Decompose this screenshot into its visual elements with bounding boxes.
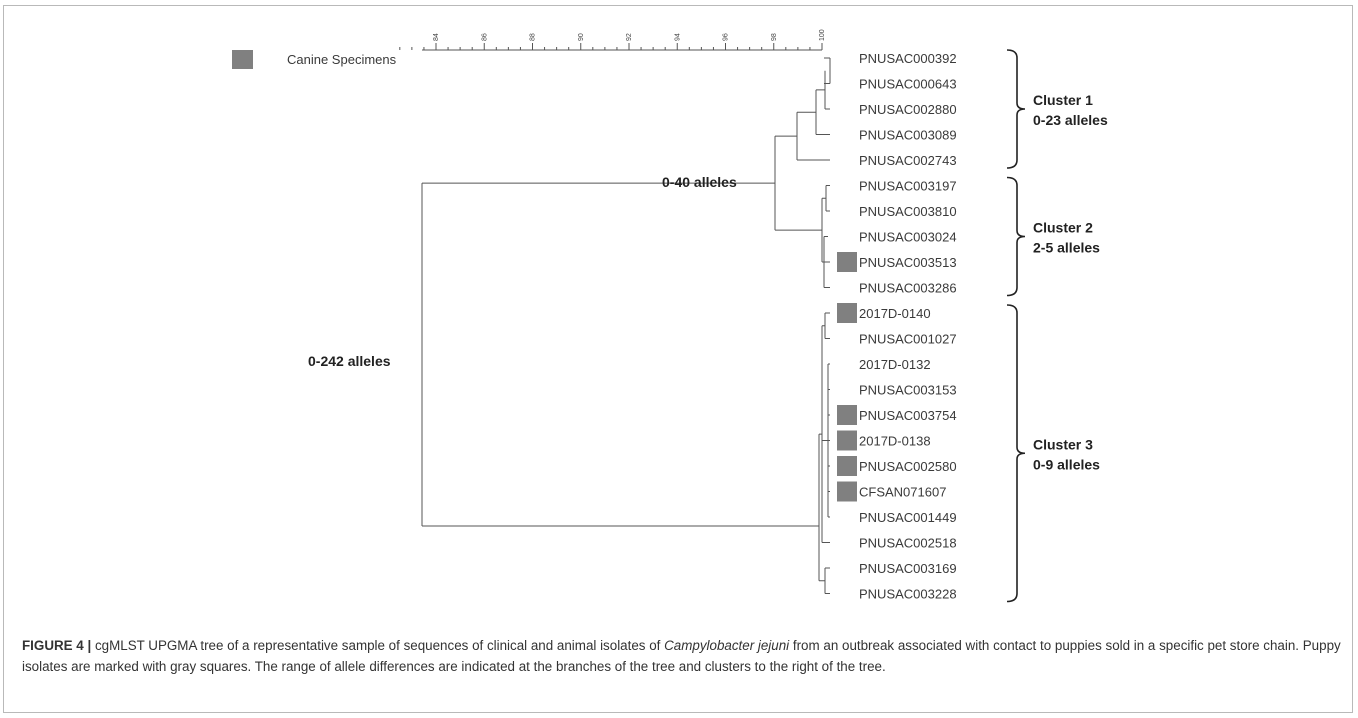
leaf-label: PNUSAC003228 <box>859 587 957 602</box>
legend-label: Canine Specimens <box>287 52 397 67</box>
cluster-bracket <box>1006 49 1026 169</box>
branch-label-upper: 0-40 alleles <box>662 174 737 190</box>
cluster-range: 0-9 alleles <box>1033 456 1100 472</box>
ruler-tick-label: 86 <box>481 33 488 41</box>
leaf-label: PNUSAC002743 <box>859 153 957 168</box>
cluster-range: 0-23 alleles <box>1033 112 1108 128</box>
dendrogram: Canine Specimens 84 86 88 90 92 94 96 98 100 PNU… <box>232 29 1108 603</box>
leaf-label: PNUSAC003153 <box>859 383 957 398</box>
branch-c1-c <box>815 89 830 135</box>
leaf-label: PNUSAC002580 <box>859 459 957 474</box>
branch-c3-a <box>824 312 830 339</box>
leaf-label: PNUSAC003024 <box>859 230 957 245</box>
branch-c3-c <box>824 567 830 594</box>
leaf-label: CFSAN071607 <box>859 485 946 500</box>
canine-marker <box>837 481 857 502</box>
leaf-label: PNUSAC002880 <box>859 102 957 117</box>
leaf-label: PNUSAC002518 <box>859 536 957 551</box>
branch-c2-b <box>823 236 830 288</box>
ruler-tick-label: 88 <box>530 33 537 41</box>
figure-caption: FIGURE 4 | cgMLST UPGMA tree of a repres… <box>22 635 1342 677</box>
cluster-bracket <box>1006 304 1026 603</box>
leaf-label: PNUSAC003754 <box>859 408 957 423</box>
caption-text-after: from an outbreak associated with contact… <box>22 638 1341 674</box>
branch-c3-e <box>818 433 825 582</box>
cluster-bracket <box>1006 176 1026 297</box>
canine-marker <box>837 252 857 272</box>
leaf-label: PNUSAC000643 <box>859 77 957 92</box>
leaf-label: PNUSAC003197 <box>859 179 957 194</box>
ruler-tick-label: 100 <box>819 29 826 41</box>
scale-ruler: 84 86 88 90 92 94 96 98 100 <box>399 29 826 51</box>
leaf-label: PNUSAC003169 <box>859 561 957 576</box>
canine-marker <box>837 303 857 323</box>
cluster-name: Cluster 3 <box>1033 436 1093 452</box>
branch-c2-a <box>825 185 830 212</box>
leaf-label: 2017D-0140 <box>859 306 931 321</box>
leaf-label: PNUSAC003286 <box>859 281 957 296</box>
cluster-name: Cluster 2 <box>1033 220 1093 236</box>
cluster-name: Cluster 1 <box>1033 92 1093 108</box>
ruler-tick-label: 94 <box>674 33 681 41</box>
branch-root <box>421 182 819 527</box>
tree-branches <box>421 57 831 594</box>
caption-species: Campylobacter jejuni <box>664 638 790 653</box>
branch-label-root: 0-242 alleles <box>308 353 391 369</box>
branch-c1-d <box>796 111 830 161</box>
ruler-tick-label: 92 <box>626 33 633 41</box>
leaf-label: PNUSAC000392 <box>859 51 957 66</box>
cluster-range: 2-5 alleles <box>1033 240 1100 256</box>
branch-upper-join <box>774 135 822 231</box>
ruler-tick-label: 96 <box>723 33 730 41</box>
ruler-tick-label: 98 <box>771 33 778 41</box>
legend-swatch <box>232 50 253 69</box>
figure-frame: Canine Specimens 84 86 88 90 92 94 96 98 100 PNU… <box>3 5 1353 713</box>
canine-marker <box>837 430 857 451</box>
leaf-label: PNUSAC003513 <box>859 255 957 270</box>
canine-marker <box>837 456 857 476</box>
cluster-brackets: Cluster 1 0-23 alleles Cluster 2 2-5 allele… <box>1006 49 1108 603</box>
caption-figure-label: FIGURE 4 | <box>22 638 92 653</box>
canine-marker <box>837 405 857 425</box>
branch-c3-d <box>821 325 830 543</box>
leaf-label: 2017D-0132 <box>859 357 931 372</box>
leaf-label: PNUSAC001027 <box>859 332 957 347</box>
leaf-label: 2017D-0138 <box>859 434 931 449</box>
ruler-tick-label: 84 <box>433 33 440 41</box>
leaf-list: PNUSAC000392 PNUSAC000643 PNUSAC002880 PNUS… <box>837 51 957 602</box>
leaf-label: PNUSAC003810 <box>859 204 957 219</box>
caption-text-before: cgMLST UPGMA tree of a representative sa… <box>91 638 665 653</box>
leaf-label: PNUSAC001449 <box>859 510 957 525</box>
ruler-tick-label: 90 <box>578 33 585 41</box>
leaf-label: PNUSAC003089 <box>859 128 957 143</box>
